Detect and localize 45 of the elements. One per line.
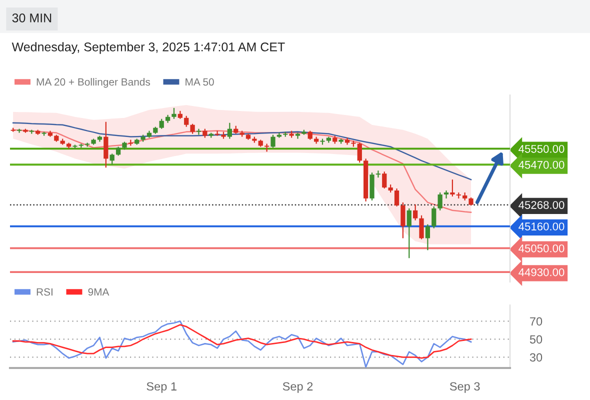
candlestick <box>413 204 418 221</box>
candlestick <box>214 130 220 136</box>
y-tick-label: 70 <box>530 317 542 326</box>
candlestick <box>382 171 387 190</box>
candlestick <box>172 107 176 120</box>
line-series <box>12 320 472 368</box>
y-tick-label: 50 <box>530 335 542 344</box>
candlestick <box>270 134 276 148</box>
candlestick <box>406 208 412 259</box>
x-tick-label: Sep 1 <box>146 382 176 393</box>
y-tick-label: 45550.00 <box>518 144 564 153</box>
candlestick <box>419 214 424 240</box>
candlestick <box>450 178 455 198</box>
y-tick-label: 45050.00 <box>518 244 564 252</box>
candlestick <box>184 115 189 128</box>
candlestick <box>159 118 164 130</box>
candlestick <box>110 153 114 166</box>
candlestick <box>357 142 362 164</box>
text: 30 MIN <box>12 14 52 22</box>
line-series <box>12 324 472 359</box>
legend-label: MA 20 + Bollinger Bands <box>36 78 150 88</box>
candlestick <box>370 172 374 201</box>
y-tick-label: 45160.00 <box>518 222 564 230</box>
line-series <box>12 122 472 180</box>
y-tick-label: 45470.00 <box>518 160 564 169</box>
candlestick <box>16 128 22 134</box>
y-tick-label: 30 <box>530 353 542 362</box>
candlestick <box>227 122 232 140</box>
legend-label: 9MA <box>88 288 110 296</box>
candlestick <box>190 123 195 134</box>
candlestick <box>196 128 202 136</box>
candlestick <box>104 121 108 168</box>
candlestick <box>444 190 449 199</box>
y-tick-label: 45268.00 <box>518 201 564 209</box>
candlestick <box>400 202 406 239</box>
candlestick <box>394 188 400 207</box>
candlestick <box>432 206 436 229</box>
y-tick-label: 44930.00 <box>518 268 564 276</box>
x-tick-label: Sep 2 <box>282 382 313 393</box>
candlestick <box>438 192 442 211</box>
chart-subtitle: Wednesday, September 3, 2025 1:47:01 AM CET <box>12 42 285 54</box>
legend-label: RSI <box>36 288 52 296</box>
legend-label: MA 50 <box>186 78 214 86</box>
x-tick-label: Sep 3 <box>450 382 480 393</box>
candlestick <box>425 224 430 251</box>
